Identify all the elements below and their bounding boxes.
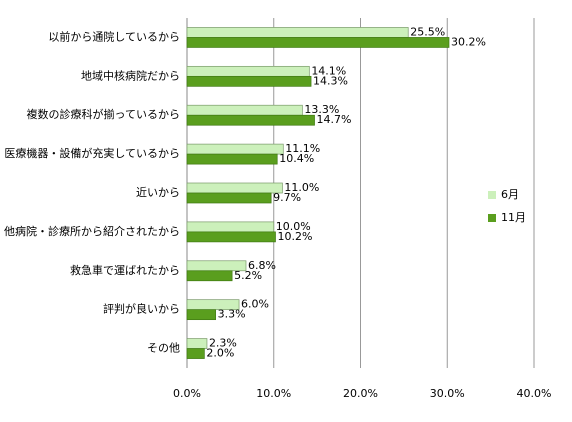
- bar: [186, 114, 315, 126]
- value-label: 14.3%: [313, 74, 348, 87]
- bar: [186, 104, 303, 116]
- y-tick-label: 評判が良いから: [103, 302, 180, 316]
- bar: [186, 182, 283, 194]
- bar: [186, 65, 310, 77]
- value-label: 30.2%: [451, 35, 486, 48]
- value-label: 2.0%: [206, 347, 234, 360]
- y-tick-label: 近いから: [136, 186, 180, 199]
- bar: [186, 75, 312, 87]
- value-label: 10.0%: [276, 220, 311, 233]
- value-label: 10.4%: [279, 152, 314, 165]
- value-label: 6.0%: [241, 298, 269, 311]
- value-label: 14.7%: [317, 113, 352, 126]
- value-label: 9.7%: [273, 191, 301, 204]
- x-tick-label: 20.0%: [343, 387, 378, 400]
- y-tick-label: 医療機器・設備が充実しているから: [4, 146, 180, 160]
- y-tick-label: 地域中核病院だから: [81, 68, 180, 82]
- value-label: 6.8%: [248, 259, 276, 272]
- bar: [186, 338, 208, 349]
- bar: [186, 143, 284, 155]
- x-tick-label: 10.0%: [256, 387, 291, 400]
- value-label: 2.3%: [209, 337, 237, 350]
- x-tick-label: 0.0%: [173, 387, 201, 400]
- y-tick-label: 以前から通院しているから: [48, 29, 180, 43]
- legend-label: 11月: [501, 211, 526, 224]
- bar: [186, 348, 205, 359]
- value-label: 13.3%: [304, 103, 339, 116]
- value-label: 11.0%: [284, 181, 319, 194]
- bar: [186, 192, 272, 204]
- y-tick-label: 複数の診療科が揃っているから: [27, 107, 180, 121]
- y-tick-label: その他: [147, 342, 180, 355]
- bar: [186, 221, 275, 233]
- value-label: 5.2%: [234, 269, 262, 282]
- value-label: 10.2%: [277, 230, 312, 243]
- value-label: 11.1%: [285, 142, 320, 155]
- bar: [186, 270, 233, 282]
- value-label: 25.5%: [410, 25, 445, 38]
- bar: [186, 309, 216, 321]
- bar: [186, 231, 276, 243]
- x-tick-label: 30.0%: [430, 387, 465, 400]
- bar: [186, 27, 409, 38]
- legend-swatch: [488, 191, 496, 199]
- bar: [186, 153, 278, 165]
- x-tick-label: 40.0%: [517, 387, 552, 400]
- legend-label: 6月: [501, 188, 519, 201]
- y-tick-label: 救急車で運ばれたから: [70, 263, 180, 277]
- value-label: 3.3%: [218, 308, 246, 321]
- value-label: 14.1%: [311, 64, 346, 77]
- legend-swatch: [488, 214, 496, 222]
- bar: [186, 37, 450, 48]
- y-tick-label: 他病院・診療所から紹介されたから: [4, 224, 180, 238]
